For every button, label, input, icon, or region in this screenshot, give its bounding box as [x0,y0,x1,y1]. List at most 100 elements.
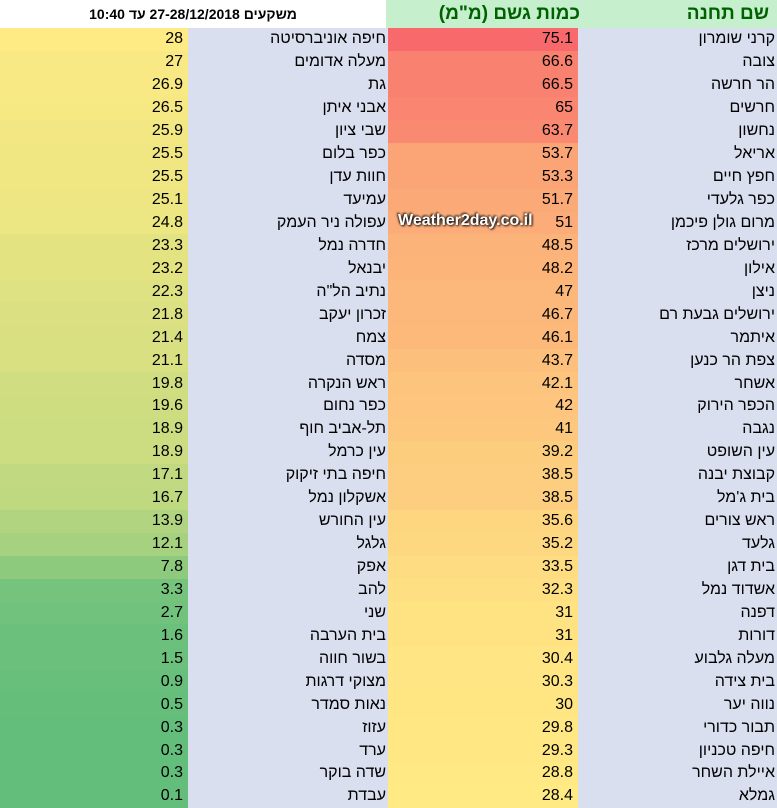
rain-value: 42.1 [388,372,578,395]
station-name: הכפר הירוק [578,395,777,418]
table-row: 26.5 אבני איתן [0,96,388,120]
rain-value: 25.5 [0,142,188,166]
rain-value: 0.9 [0,670,188,694]
rain-value: 29.8 [388,716,578,740]
table-row: 53.3 חפץ חיים [388,165,777,189]
table-row: 51.7 כפר גלעדי [388,188,777,212]
table-row: 66.6 צובה [388,50,777,74]
rain-value: 30.4 [388,647,578,671]
station-name: ערד [188,739,388,762]
station-name: עמיעד [188,188,388,212]
rain-value: 26.9 [0,73,188,97]
rain-value: 1.6 [0,624,188,648]
rain-value: 35.6 [388,509,578,533]
table-row: 0.3 עזוז [0,716,388,740]
station-name: גת [188,73,388,97]
rain-value: 30 [388,693,578,717]
station-name: אשחר [578,372,777,395]
station-name: חרשים [578,96,777,120]
rain-value: 48.2 [388,257,578,281]
table-row: 31 דורות [388,624,777,648]
table-row: 51 מרום גולן פיכמן [388,211,777,235]
rain-value: 28 [0,28,188,51]
station-name: ניצן [578,280,777,304]
rain-value: 18.9 [0,417,188,441]
rain-value: 21.8 [0,303,188,327]
rain-value: 32.3 [388,578,578,602]
station-name: אבני איתן [188,96,388,120]
rain-value: 38.5 [388,463,578,487]
table-row: 30.4 מעלה גלבוע [388,647,777,671]
table-row: 39.2 עין השופט [388,440,777,464]
rain-value: 0.5 [0,693,188,717]
table-row: 41 נגבה [388,417,777,441]
station-name: חפץ חיים [578,165,777,189]
rain-value: 41 [388,417,578,441]
table-row: 18.9 עין כרמל [0,440,388,464]
rain-value: 51 [388,211,578,235]
right-table: 75.1 קרני שומרון 66.6 צובה 66.5 הר חרשה 65 חרשי… [388,28,777,808]
station-column-header: שם תחנה [686,3,769,24]
table-row: 25.1 עמיעד [0,188,388,212]
rain-value: 7.8 [0,555,188,579]
table-row: 25.5 חוות עדן [0,165,388,189]
rain-value: 25.1 [0,188,188,212]
station-name: עין השופט [578,440,777,464]
station-name: ירושלים גבעת רם [578,303,777,327]
rain-value: 25.9 [0,119,188,143]
table-row: 35.6 ראש צורים [388,509,777,533]
station-name: צמח [188,326,388,350]
table-row: 18.9 תל-אביב חוף [0,417,388,441]
rain-value: 39.2 [388,440,578,464]
rain-value: 43.7 [388,349,578,373]
rain-value: 17.1 [0,463,188,487]
table-row: 66.5 הר חרשה [388,73,777,97]
rain-value: 21.1 [0,349,188,373]
table-row: 63.7 נחשון [388,119,777,143]
rain-value: 30.3 [388,670,578,694]
rain-value: 26.5 [0,96,188,120]
rain-value: 0.3 [0,762,188,785]
page-title: משקעים 27-28/12/2018 עד 10:40 [0,0,388,28]
rain-value: 23.3 [0,234,188,258]
station-name: גלגל [188,532,388,556]
station-name: דפנה [578,601,777,625]
rain-value: 51.7 [388,188,578,212]
rain-value: 0.1 [0,784,188,808]
table-row: 42 הכפר הירוק [388,395,777,418]
rain-value: 28.8 [388,762,578,785]
rain-value: 42 [388,395,578,418]
rain-value: 27 [0,50,188,74]
station-name: צפת הר כנען [578,349,777,373]
station-name: נווה יער [578,693,777,717]
table-row: 53.7 אריאל [388,142,777,166]
station-name: נחשון [578,119,777,143]
table-row: 35.2 גלעד [388,532,777,556]
table-row: 21.8 זכרון יעקב [0,303,388,327]
table-row: 47 ניצן [388,280,777,304]
table-row: 32.3 אשדוד נמל [388,578,777,602]
table-row: 1.5 בשור חווה [0,647,388,671]
table-row: 2.7 שני [0,601,388,625]
rain-value: 65 [388,96,578,120]
rain-value: 19.6 [0,395,188,418]
station-name: גמלא [578,784,777,808]
rain-value: 12.1 [0,532,188,556]
rain-value: 46.1 [388,326,578,350]
station-name: צובה [578,50,777,74]
rain-value: 1.5 [0,647,188,671]
station-name: מעלה גלבוע [578,647,777,671]
station-name: עזוז [188,716,388,740]
rain-value: 13.9 [0,509,188,533]
station-name: גלעד [578,532,777,556]
station-name: זכרון יעקב [188,303,388,327]
rain-value: 0.3 [0,739,188,762]
rain-value: 0.3 [0,716,188,740]
rain-value: 31 [388,601,578,625]
station-name: תבור כדורי [578,716,777,740]
rain-value: 16.7 [0,486,188,510]
station-name: חוות עדן [188,165,388,189]
station-name: להב [188,578,388,602]
table-row: 21.1 מסדה [0,349,388,373]
table-row: 28 חיפה אוניברסיטה [0,28,388,51]
